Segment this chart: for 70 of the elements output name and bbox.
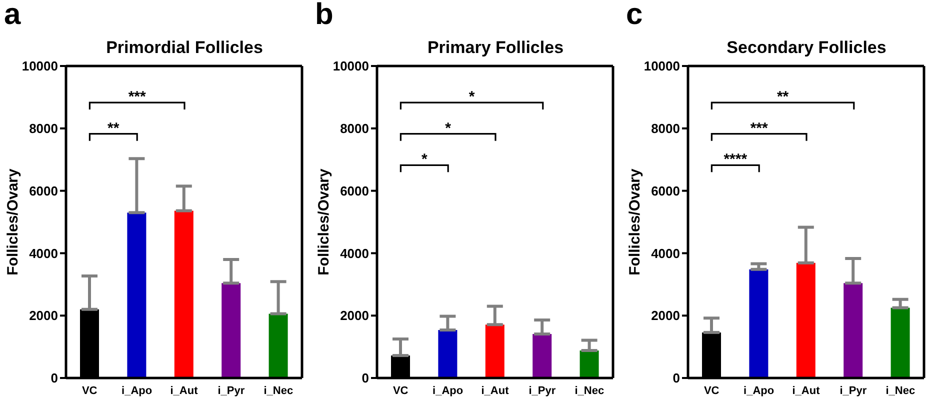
y-tick-label: 2000 bbox=[651, 308, 680, 324]
y-tick-label: 6000 bbox=[340, 183, 369, 198]
significance-bracket: * bbox=[400, 120, 496, 141]
y-axis-title: Follicles/Ovary bbox=[4, 168, 22, 276]
x-tick-label: VC bbox=[82, 384, 98, 397]
annotation: *** bbox=[128, 88, 146, 106]
significance-bracket: *** bbox=[710, 120, 808, 141]
bar bbox=[222, 283, 241, 378]
bar bbox=[580, 350, 599, 378]
x-tick-label: i_Pyr bbox=[528, 384, 556, 397]
annotation: *** bbox=[750, 120, 768, 137]
bar bbox=[127, 212, 146, 378]
bar bbox=[438, 330, 458, 378]
x-tick-label: VC bbox=[392, 384, 408, 397]
y-tick-label: 8000 bbox=[651, 121, 680, 136]
x-tick-label: i_Aut bbox=[481, 384, 510, 397]
annotation: **** bbox=[724, 151, 748, 168]
annotation: * bbox=[468, 88, 475, 106]
x-tick-label: i_Apo bbox=[122, 384, 152, 397]
y-tick-label: 0 bbox=[672, 370, 680, 386]
text: c bbox=[626, 0, 643, 32]
y-tick-label: 4000 bbox=[340, 246, 369, 261]
x-tick-label: i_Aut bbox=[792, 384, 820, 397]
chart-title: Primary Follicles bbox=[426, 38, 565, 58]
bar bbox=[749, 269, 768, 378]
x-tick-label: i_Nec bbox=[574, 384, 604, 397]
y-axis-title: Follicles/Ovary bbox=[315, 168, 332, 276]
x-tick-label: i_Pyr bbox=[218, 384, 246, 397]
annotation: * bbox=[445, 120, 452, 137]
bar bbox=[268, 314, 288, 378]
bar bbox=[796, 262, 816, 378]
y-tick-label: 2000 bbox=[340, 308, 369, 324]
y-tick-label: 8000 bbox=[340, 121, 369, 136]
annotation: ** bbox=[776, 88, 789, 106]
bar bbox=[485, 324, 504, 378]
y-tick-label: 6000 bbox=[29, 183, 58, 198]
significance-bracket: ** bbox=[88, 120, 138, 141]
bar bbox=[174, 210, 194, 378]
annotation: ** bbox=[108, 120, 120, 137]
x-tick-label: i_Pyr bbox=[840, 384, 868, 397]
text: a bbox=[4, 0, 21, 32]
x-tick-label: VC bbox=[704, 384, 720, 397]
significance-bracket: ** bbox=[710, 88, 855, 110]
y-tick-label: 6000 bbox=[651, 183, 680, 198]
y-axis-title: Follicles/Ovary bbox=[626, 168, 644, 276]
y-tick-label: 10000 bbox=[644, 58, 680, 74]
y-tick-label: 10000 bbox=[22, 58, 58, 74]
bar bbox=[844, 283, 863, 378]
significance-bracket: **** bbox=[710, 151, 760, 172]
y-tick-label: 2000 bbox=[29, 308, 58, 324]
annotation: * bbox=[421, 151, 428, 168]
x-tick-label: i_Apo bbox=[744, 384, 774, 397]
x-tick-label: i_Nec bbox=[886, 384, 916, 397]
chart-title: Secondary Follicles bbox=[726, 38, 888, 58]
y-tick-label: 0 bbox=[362, 370, 369, 386]
chart-title: Primordial Follicles bbox=[105, 38, 264, 58]
bar bbox=[890, 308, 910, 378]
y-tick-label: 4000 bbox=[651, 246, 680, 261]
x-tick-label: i_Nec bbox=[264, 384, 294, 397]
y-tick-label: 10000 bbox=[332, 58, 369, 74]
x-tick-label: i_Apo bbox=[432, 384, 464, 397]
significance-bracket: * bbox=[400, 88, 544, 110]
significance-bracket: * bbox=[400, 151, 449, 172]
bar bbox=[532, 334, 552, 378]
y-tick-label: 0 bbox=[50, 370, 58, 386]
text: b bbox=[315, 0, 334, 32]
y-tick-label: 4000 bbox=[29, 246, 58, 261]
significance-bracket: *** bbox=[88, 88, 186, 110]
y-tick-label: 8000 bbox=[29, 121, 58, 136]
x-tick-label: i_Aut bbox=[170, 384, 198, 397]
